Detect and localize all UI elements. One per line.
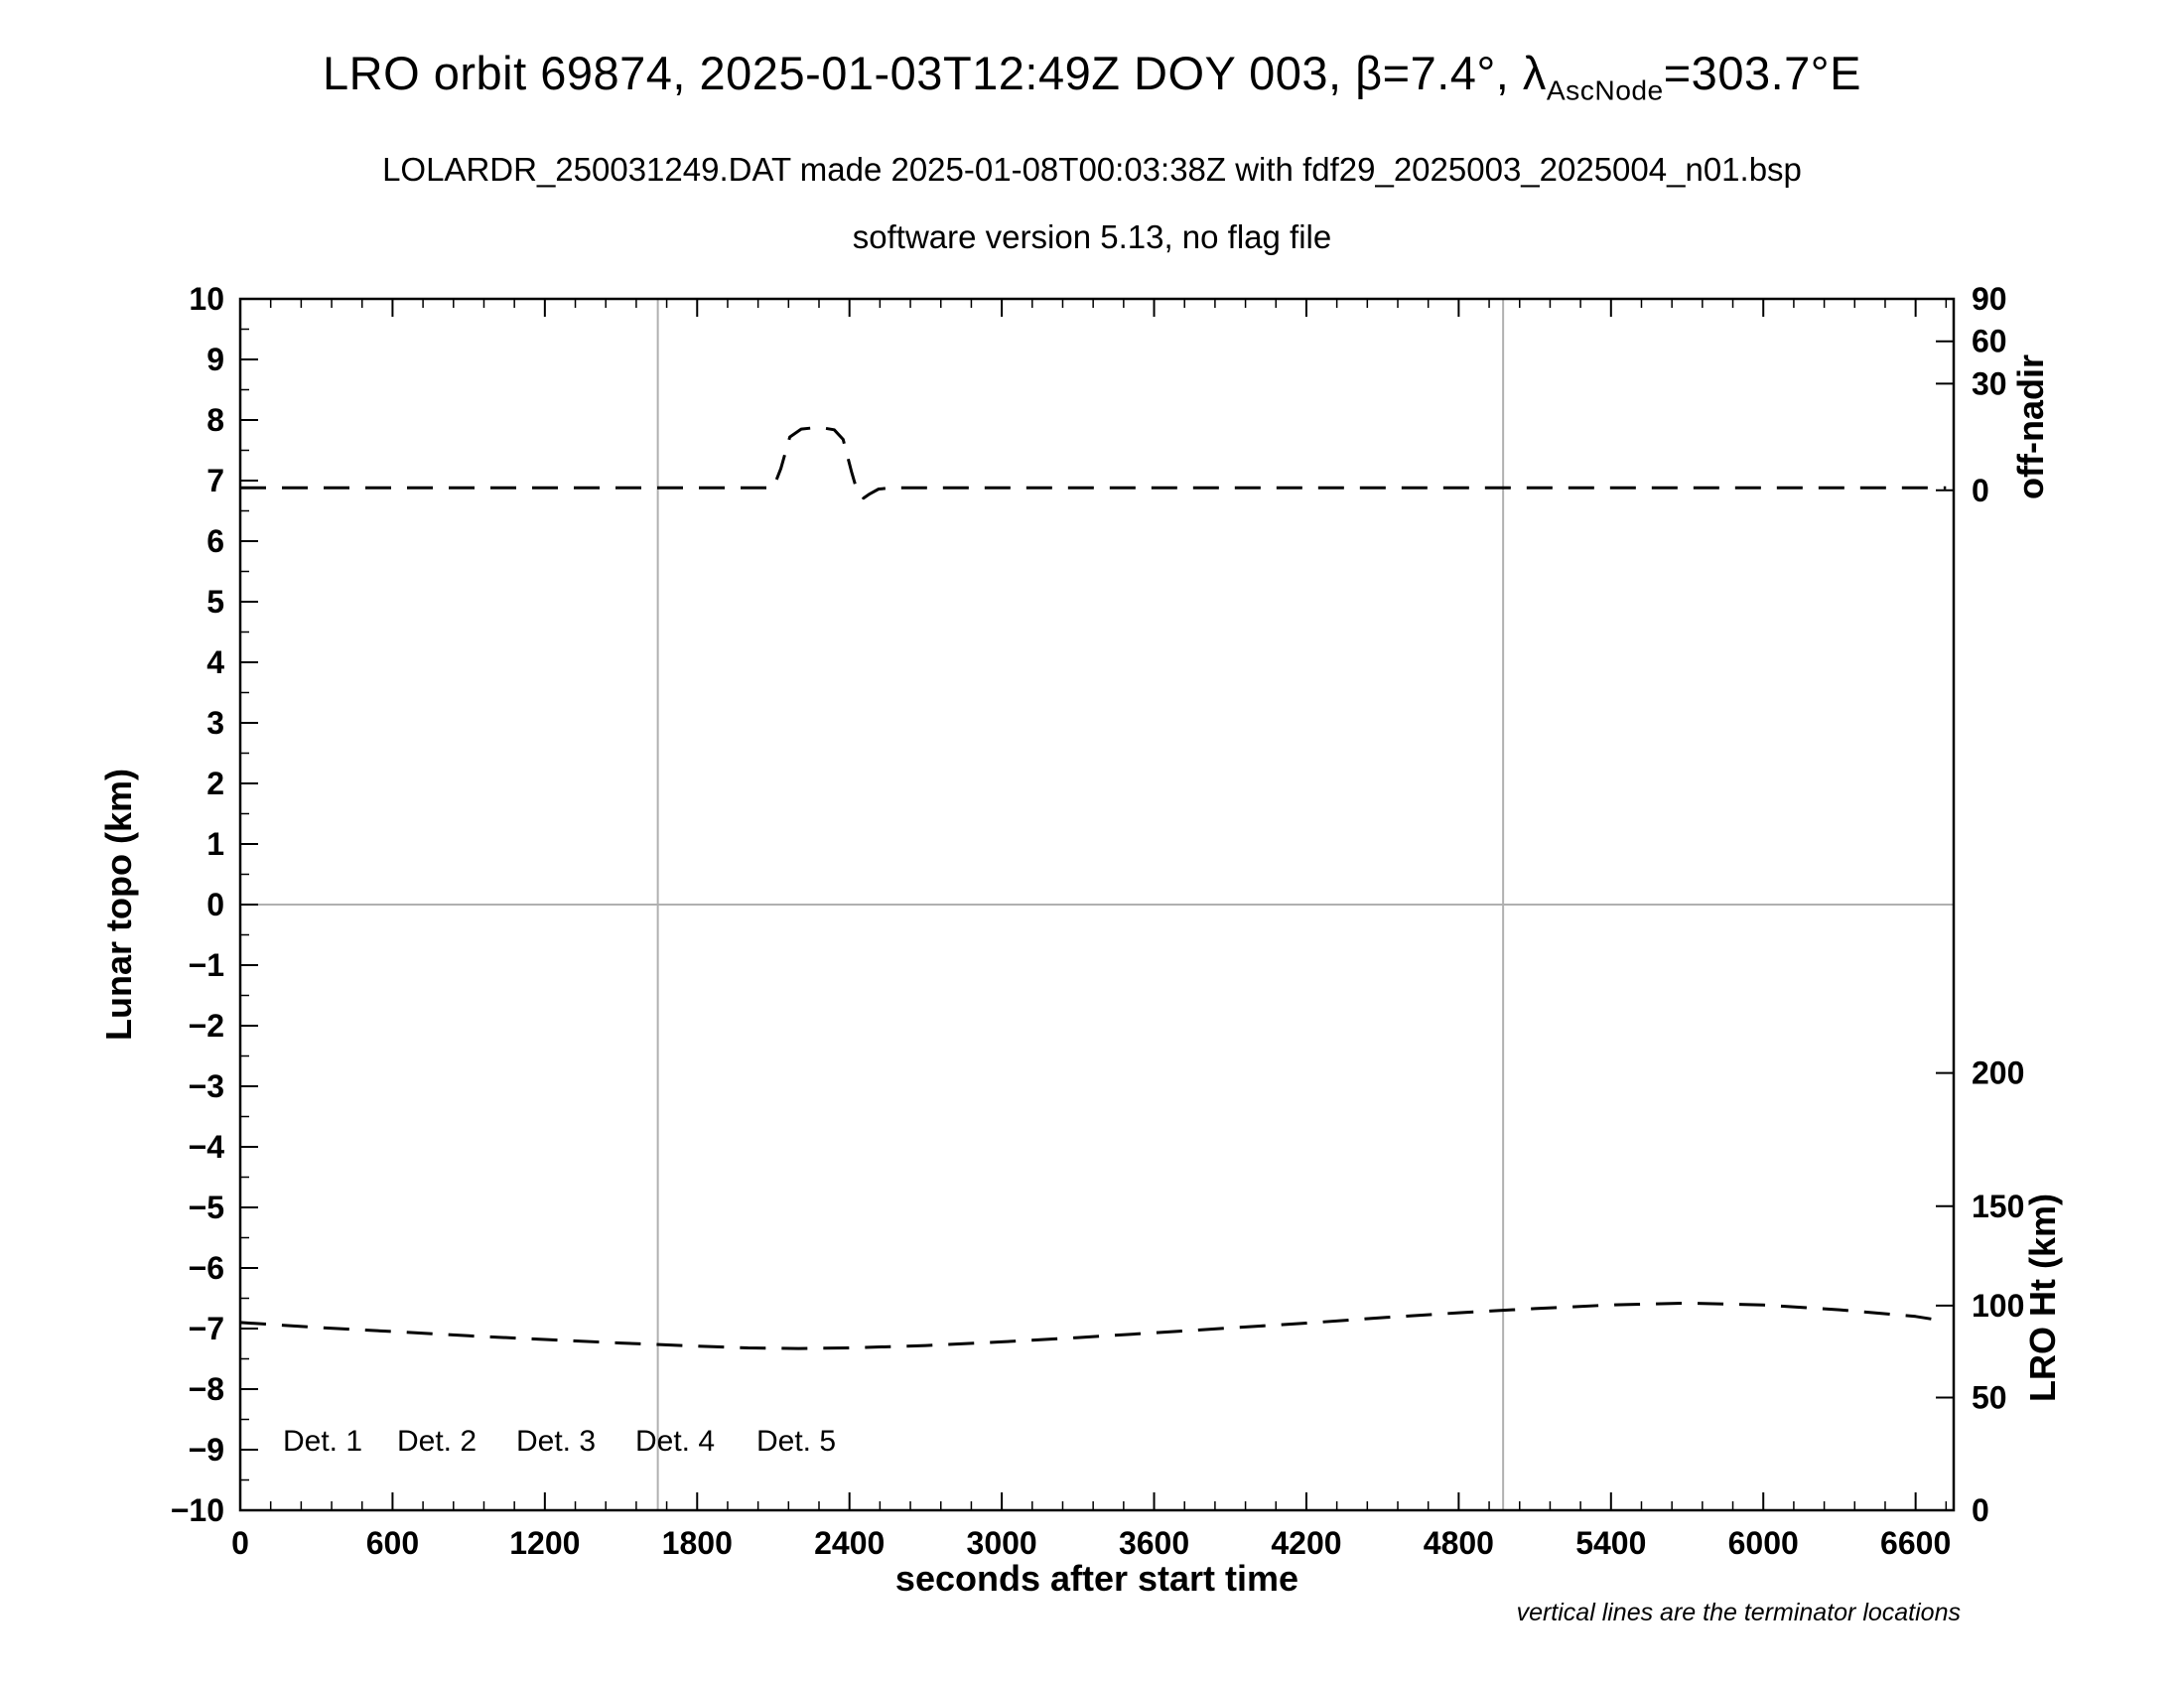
svg-text:3000: 3000 bbox=[967, 1525, 1037, 1561]
y-axis-label-right-top: off-nadir bbox=[2010, 354, 2051, 499]
svg-text:−7: −7 bbox=[189, 1311, 224, 1346]
svg-text:1200: 1200 bbox=[509, 1525, 580, 1561]
axis-ticks: 0 600 1200 1800 2400 3000 3600 4200 4800 5400 6000… bbox=[171, 281, 2025, 1561]
legend-item-det5: Det. 5 bbox=[756, 1425, 836, 1458]
svg-text:−3: −3 bbox=[189, 1068, 224, 1104]
y-axis-label-left: Lunar topo (km) bbox=[98, 769, 139, 1041]
svg-text:30: 30 bbox=[1972, 365, 2007, 401]
svg-text:7: 7 bbox=[206, 463, 224, 498]
svg-text:4200: 4200 bbox=[1271, 1525, 1341, 1561]
svg-text:5: 5 bbox=[206, 584, 224, 620]
svg-text:−9: −9 bbox=[189, 1432, 224, 1468]
svg-text:4800: 4800 bbox=[1424, 1525, 1494, 1561]
svg-text:0: 0 bbox=[231, 1525, 249, 1561]
svg-text:600: 600 bbox=[366, 1525, 419, 1561]
svg-text:−2: −2 bbox=[189, 1008, 224, 1044]
svg-text:90: 90 bbox=[1972, 281, 2007, 317]
legend-item-det3: Det. 3 bbox=[516, 1425, 596, 1458]
svg-text:200: 200 bbox=[1972, 1055, 2024, 1091]
svg-text:10: 10 bbox=[189, 281, 224, 317]
plot-title: LRO orbit 69874, 2025-01-03T12:49Z DOY 0… bbox=[0, 46, 2184, 106]
terminator-note: vertical lines are the terminator locati… bbox=[1517, 1599, 1961, 1626]
plot-subtitle-filename: LOLARDR_250031249.DAT made 2025-01-08T00… bbox=[382, 151, 1802, 188]
svg-text:2400: 2400 bbox=[814, 1525, 885, 1561]
svg-text:9: 9 bbox=[206, 342, 224, 377]
plot-title-text: LRO orbit 69874, 2025-01-03T12:49Z DOY 0… bbox=[323, 47, 1547, 99]
legend-item-det1: Det. 1 bbox=[283, 1425, 362, 1458]
y-axis-label-right-bottom: LRO Ht (km) bbox=[2022, 1194, 2063, 1402]
svg-text:5400: 5400 bbox=[1575, 1525, 1646, 1561]
svg-text:3600: 3600 bbox=[1119, 1525, 1189, 1561]
svg-text:6: 6 bbox=[206, 523, 224, 559]
svg-text:−6: −6 bbox=[189, 1250, 224, 1286]
svg-text:−4: −4 bbox=[189, 1129, 225, 1165]
svg-text:−5: −5 bbox=[189, 1190, 224, 1225]
plot-subtitle-version: software version 5.13, no flag file bbox=[852, 218, 1332, 255]
plot-title-subscript: AscNode bbox=[1546, 73, 1664, 106]
svg-text:150: 150 bbox=[1972, 1189, 2024, 1224]
reference-lines bbox=[240, 299, 1954, 1510]
plot-title-suffix: =303.7°E bbox=[1663, 47, 1861, 99]
svg-text:1800: 1800 bbox=[662, 1525, 733, 1561]
legend-item-det2: Det. 2 bbox=[397, 1425, 477, 1458]
svg-text:60: 60 bbox=[1972, 324, 2007, 359]
svg-text:0: 0 bbox=[206, 887, 224, 922]
svg-text:3: 3 bbox=[206, 705, 224, 741]
svg-text:6000: 6000 bbox=[1728, 1525, 1799, 1561]
data-series bbox=[239, 425, 1947, 1350]
svg-text:1: 1 bbox=[206, 826, 224, 862]
svg-text:100: 100 bbox=[1972, 1288, 2024, 1324]
svg-text:50: 50 bbox=[1972, 1380, 2007, 1416]
svg-text:0: 0 bbox=[1972, 473, 1989, 508]
x-axis-label: seconds after start time bbox=[895, 1558, 1298, 1599]
svg-text:6600: 6600 bbox=[1880, 1525, 1951, 1561]
svg-text:−1: −1 bbox=[189, 947, 224, 983]
legend-item-det4: Det. 4 bbox=[635, 1425, 715, 1458]
svg-text:−10: −10 bbox=[171, 1492, 224, 1528]
svg-text:4: 4 bbox=[206, 644, 224, 680]
svg-text:0: 0 bbox=[1972, 1492, 1989, 1528]
svg-text:2: 2 bbox=[206, 766, 224, 801]
svg-text:−8: −8 bbox=[189, 1371, 224, 1407]
svg-text:8: 8 bbox=[206, 402, 224, 438]
